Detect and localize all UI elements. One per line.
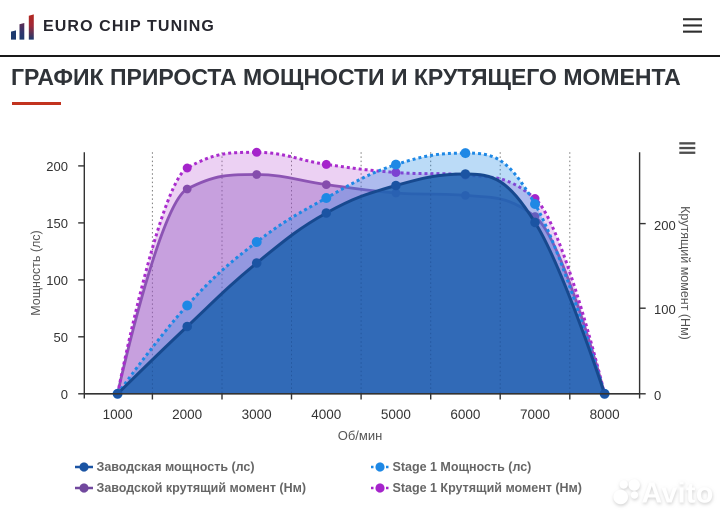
svg-text:Avito: Avito xyxy=(642,478,714,510)
